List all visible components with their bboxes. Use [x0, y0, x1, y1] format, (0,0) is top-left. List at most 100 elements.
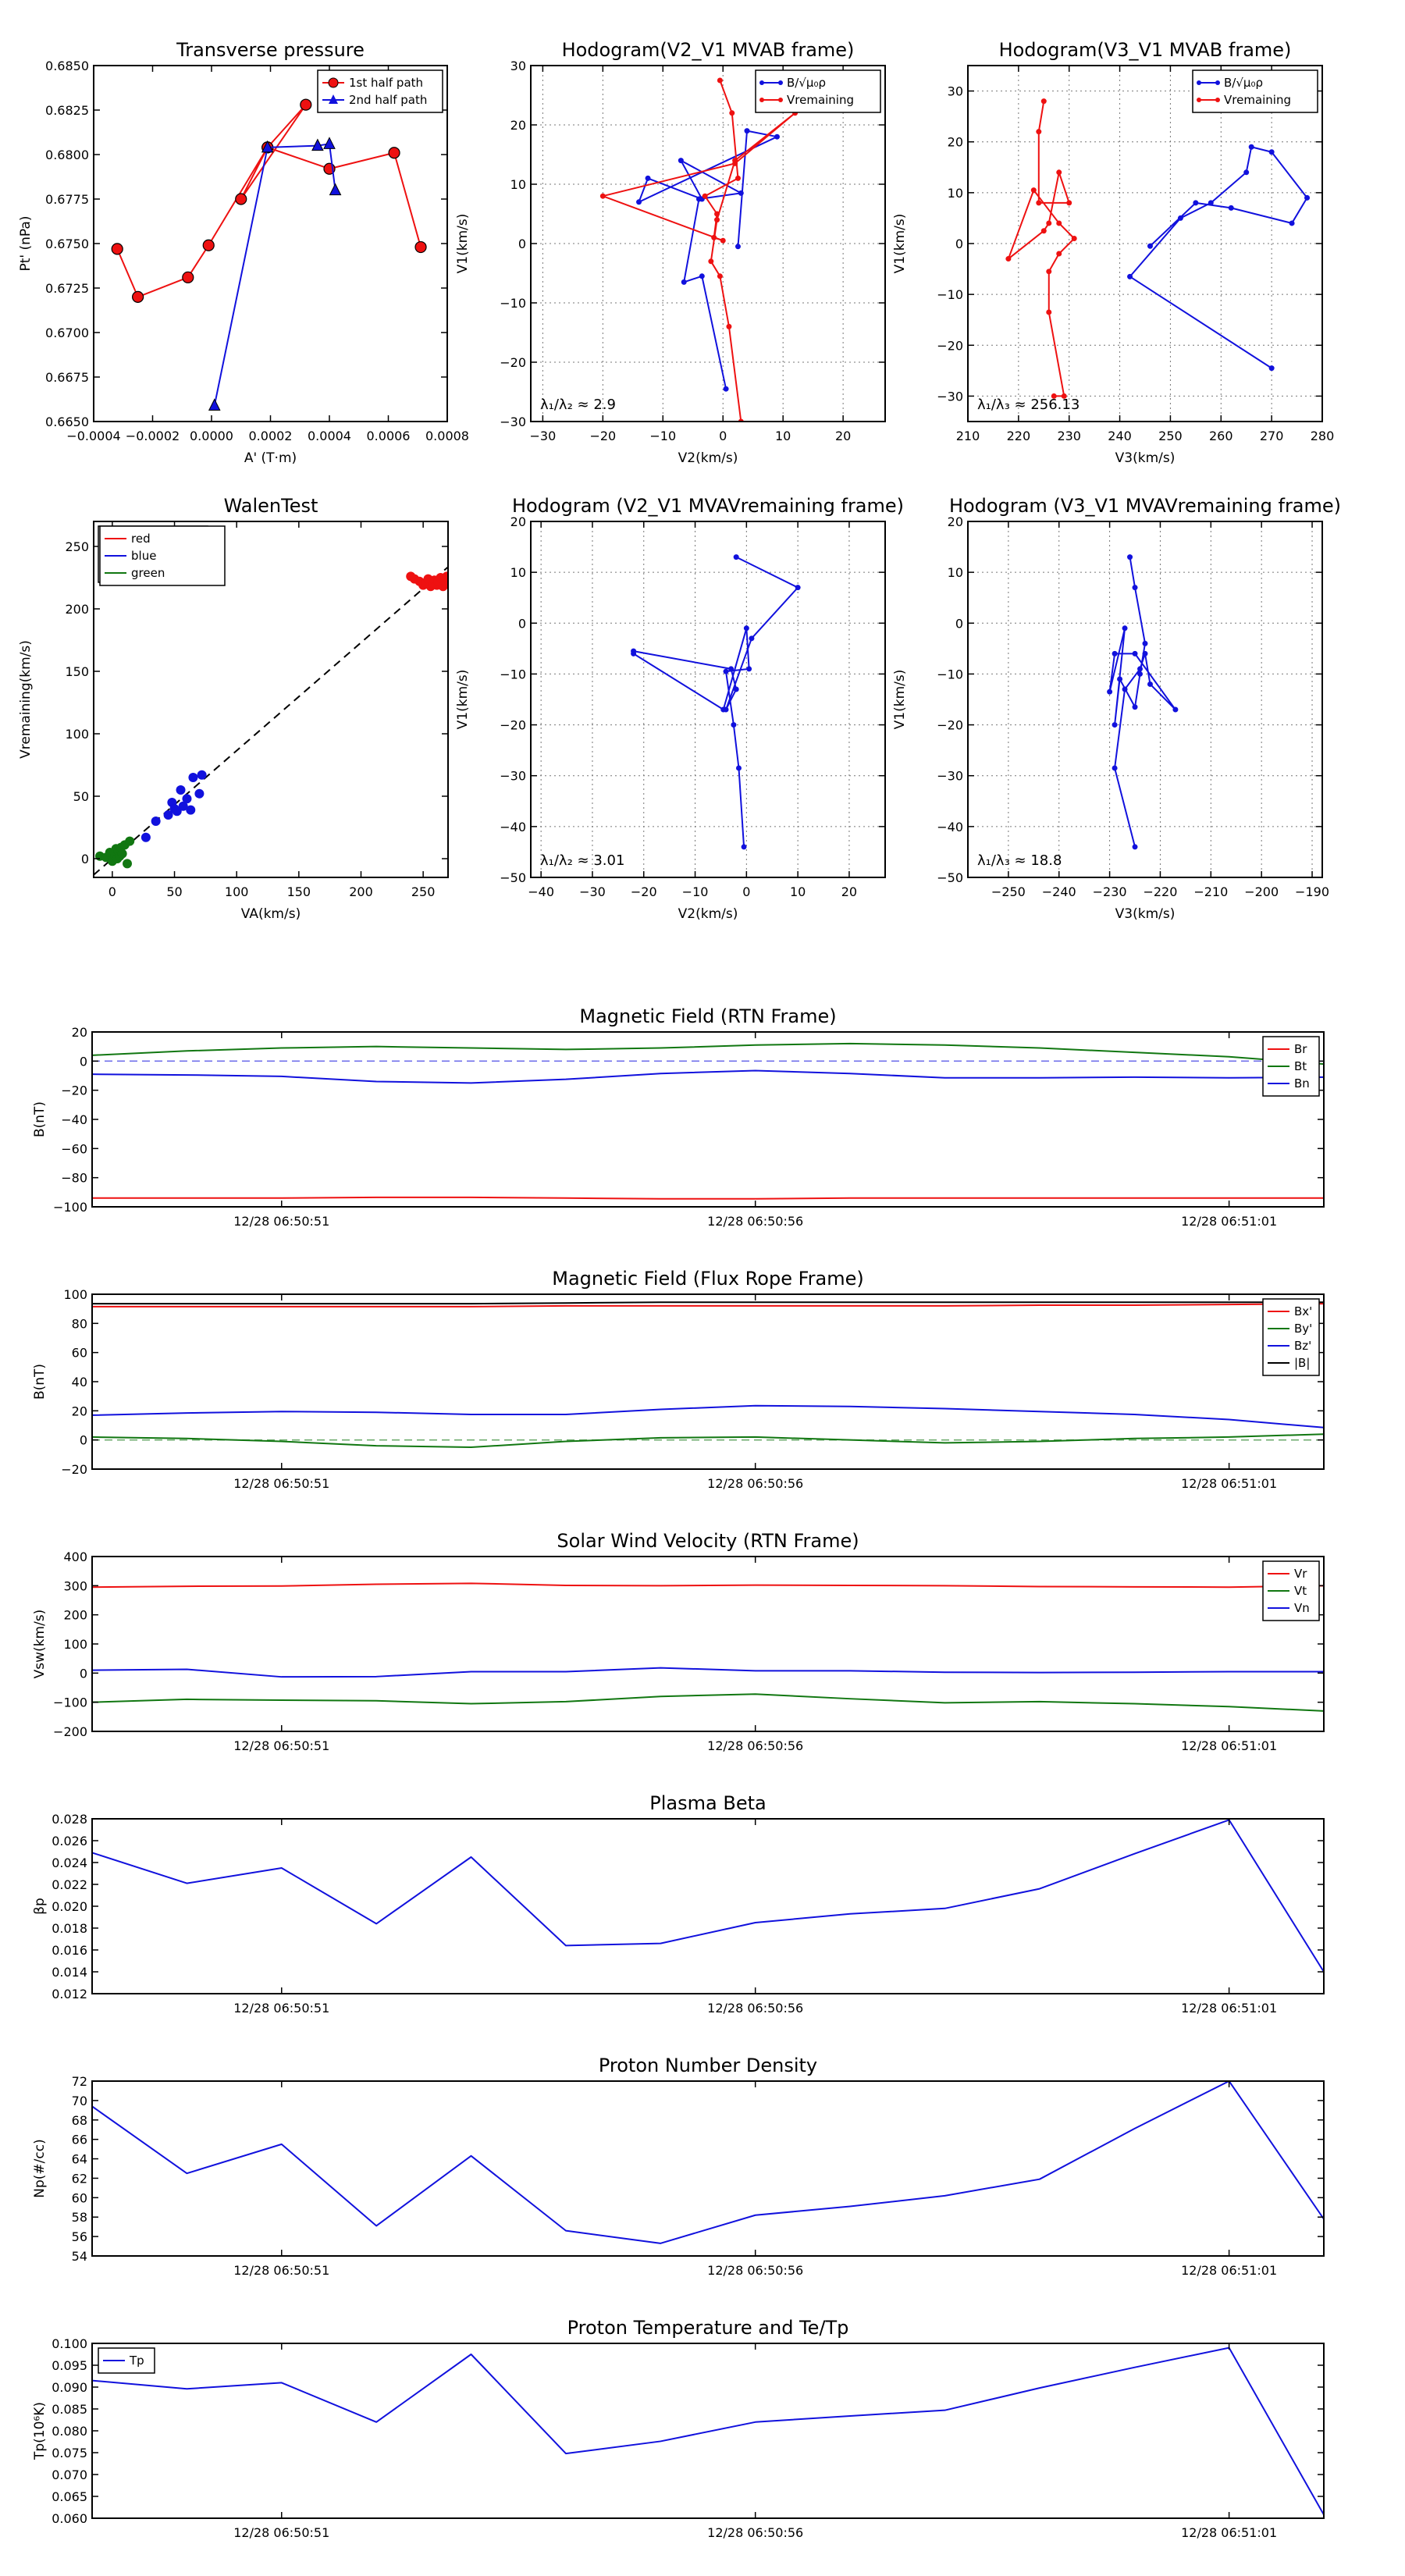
data-point	[140, 832, 151, 842]
y-tick-label: 0.016	[52, 1943, 87, 1958]
x-tick-label: −30	[579, 884, 606, 899]
x-tick-label: 0	[742, 884, 750, 899]
chart-title: WalenTest	[224, 495, 318, 517]
data-point	[1046, 269, 1052, 275]
data-point	[1137, 671, 1144, 677]
legend-label: Bn	[1294, 1076, 1310, 1091]
x-tick-label: 0	[719, 429, 727, 443]
legend-marker	[329, 94, 338, 104]
plot-frame	[93, 65, 448, 422]
y-tick-label: 0	[80, 1054, 87, 1069]
transverse-pressure-panel: −0.0004 −0.0002 0.0000 0.0002 0.0004 0.0006 0.…	[18, 39, 469, 466]
y-tick-label: 0.6825	[45, 103, 89, 118]
y-tick-label: 200	[63, 1608, 87, 1623]
legend: red blue green	[99, 525, 226, 586]
data-point	[188, 773, 198, 782]
y-tick-label: 60	[72, 2190, 87, 2205]
y-tick-label: −20	[937, 718, 963, 733]
plot-frame	[93, 521, 449, 878]
y-tick-label: 0.080	[52, 2424, 87, 2439]
x-tick-label: 200	[349, 884, 373, 899]
data-point	[1066, 200, 1072, 206]
data-point	[1177, 215, 1183, 221]
legend-label: 2nd half path	[349, 93, 427, 107]
plot-frame	[91, 1293, 1325, 1470]
data-point	[1132, 704, 1138, 710]
y-tick-label: −40	[61, 1112, 87, 1127]
x-axis-label: V3(km/s)	[1115, 906, 1176, 922]
x-tick-label: 20	[841, 884, 857, 899]
y-tick-label: 0	[81, 852, 89, 866]
y-tick-label: 0.6675	[45, 370, 89, 385]
series-Br	[92, 1196, 1324, 1200]
series-line	[92, 2081, 1324, 2244]
y-tick-label: 0.020	[52, 1899, 87, 1914]
y-axis-label: V1(km/s)	[892, 670, 908, 730]
y-axis-label: Vremaining(km/s)	[18, 640, 34, 759]
data-point	[202, 239, 215, 251]
series-Vremaining	[1005, 98, 1077, 399]
series-line	[92, 2347, 1324, 2516]
x-tick-label: 100	[225, 884, 249, 899]
data-point	[1112, 650, 1118, 656]
data-point	[738, 190, 744, 196]
y-tick-label: 0.100	[52, 2336, 87, 2351]
data-point	[323, 137, 336, 149]
chart-title: Solar Wind Velocity (RTN Frame)	[557, 1530, 859, 1552]
data-point	[1056, 169, 1062, 176]
data-point	[735, 244, 741, 250]
legend-label: B/√μ₀ρ	[787, 76, 826, 90]
series-Vremaining	[1107, 554, 1179, 850]
legend-label: Vr	[1294, 1567, 1307, 1581]
data-point	[1193, 200, 1199, 206]
data-point	[1268, 365, 1275, 372]
data-point	[208, 398, 221, 411]
series-Vt	[92, 1693, 1324, 1712]
data-point	[732, 158, 738, 164]
x-axis-label: A' (T·m)	[244, 450, 297, 466]
y-tick-label: 30	[510, 59, 526, 73]
series-line	[632, 556, 799, 847]
x-tick-label: −200	[1244, 884, 1279, 899]
legend-box	[317, 69, 443, 113]
data-point	[1046, 220, 1052, 226]
y-tick-label: 80	[72, 1316, 87, 1331]
y-tick-label: 20	[72, 1404, 87, 1418]
data-point	[729, 110, 735, 116]
data-point	[743, 625, 749, 632]
y-axis-label: V1(km/s)	[455, 214, 471, 274]
data-point	[1132, 844, 1138, 850]
x-tick-label: −0.0004	[66, 429, 120, 443]
data-point	[678, 158, 684, 164]
data-point	[388, 147, 400, 159]
legend-label: red	[131, 532, 151, 546]
y-tick-label: 54	[72, 2249, 87, 2264]
series-1st half path	[111, 98, 427, 303]
legend-label: B/√μ₀ρ	[1224, 76, 1263, 90]
y-tick-label: −20	[500, 718, 526, 733]
y-tick-label: −20	[61, 1083, 87, 1098]
y-tick-label: −50	[937, 870, 963, 885]
y-tick-label: 0.018	[52, 1921, 87, 1936]
y-tick-label: −80	[61, 1171, 87, 1186]
y-tick-label: 0.075	[52, 2446, 87, 2460]
series-2nd half path	[208, 137, 342, 411]
data-point	[1056, 251, 1062, 257]
y-tick-label: 0	[80, 1433, 87, 1448]
data-point	[726, 323, 732, 329]
series-Bn	[92, 1069, 1324, 1084]
y-tick-label: 64	[72, 2152, 87, 2167]
y-tick-label: 300	[63, 1578, 87, 1593]
legend-label: Bz'	[1294, 1339, 1311, 1353]
data-point	[111, 243, 123, 255]
legend-marker	[1197, 80, 1201, 85]
plasma-beta-panel: 12/28 06:50:51 12/28 06:50:56 12/28 06:51:…	[32, 1792, 1325, 2016]
data-point	[1061, 393, 1067, 399]
legend-marker	[759, 98, 764, 102]
x-tick-label: 0.0006	[367, 429, 411, 443]
x-tick-label: 12/28 06:50:56	[707, 2001, 803, 2016]
data-point	[1040, 228, 1047, 234]
y-tick-label: −100	[53, 1695, 87, 1710]
plot-frame	[91, 1818, 1325, 1994]
chart-title: Proton Number Density	[599, 2055, 817, 2076]
